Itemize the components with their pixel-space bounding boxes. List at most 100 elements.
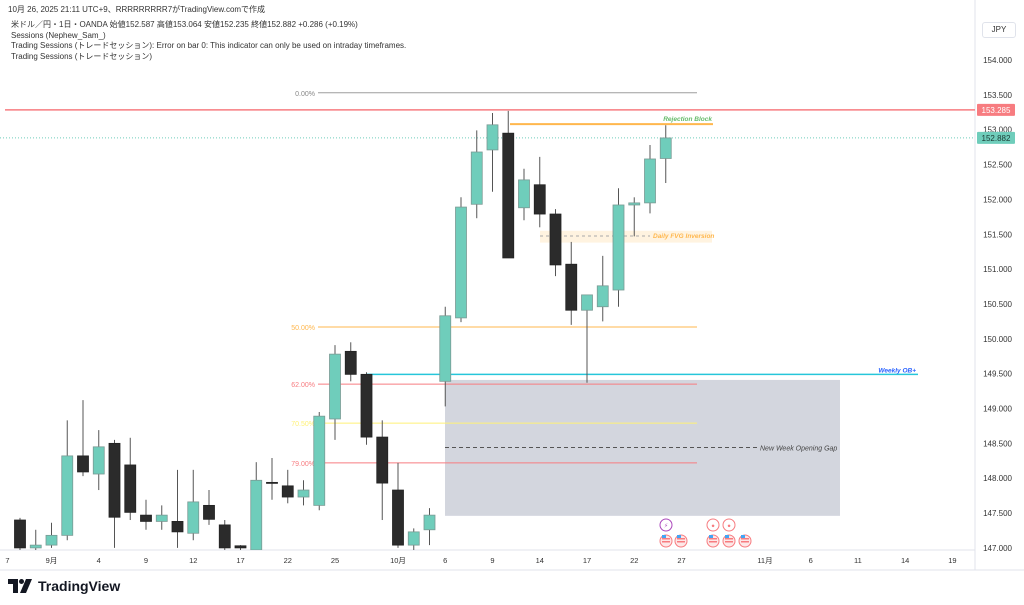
nwog-label: New Week Opening Gap <box>760 446 837 453</box>
candle-up[interactable] <box>45 534 58 546</box>
indicator-trading-sessions[interactable]: Trading Sessions (トレードセッション) <box>11 51 153 61</box>
time-tick-label: 14 <box>901 556 909 565</box>
candle-up[interactable] <box>628 202 641 206</box>
price-tick-label: 147.000 <box>983 544 1012 553</box>
candle-up[interactable] <box>455 206 467 319</box>
candles <box>14 110 672 550</box>
chart-legend: 米ドル／円・1日・OANDA 始値152.587 高値153.064 安値152… <box>11 20 406 62</box>
candle-up[interactable] <box>61 455 74 536</box>
time-tick-label: 17 <box>583 556 591 565</box>
us-flag-stripe <box>677 538 685 540</box>
price-tick-label: 151.500 <box>983 230 1012 239</box>
event-dot-icon-glyph: ● <box>727 524 731 530</box>
candle-down[interactable] <box>218 524 231 549</box>
candle-up[interactable] <box>581 294 593 311</box>
event-dot-icon[interactable] <box>706 518 720 532</box>
candle-up[interactable] <box>250 479 263 550</box>
rejection-block-label: Rejection Block <box>663 116 712 123</box>
last-price-label: 152.882 <box>982 134 1011 143</box>
candle-down[interactable] <box>14 519 26 549</box>
us-flag-stripe <box>709 541 717 543</box>
fib-level-label: 50.00% <box>291 325 315 332</box>
time-tick-label: 7 <box>5 556 9 565</box>
candle-up[interactable] <box>187 501 200 534</box>
candle-down[interactable] <box>77 455 89 473</box>
us-flag-stripe <box>662 538 670 540</box>
fib-level-label: 79.00% <box>291 461 315 468</box>
last-price-tag <box>977 131 1015 144</box>
time-tick-label: 9月 <box>46 556 58 565</box>
us-flag-stripe <box>677 541 685 543</box>
candle-down[interactable] <box>344 350 357 375</box>
candle-up[interactable] <box>423 514 436 531</box>
candle-up[interactable] <box>486 124 499 151</box>
time-tick-label: 6 <box>809 556 813 565</box>
price-tick-label: 152.500 <box>983 161 1012 170</box>
candle-down[interactable] <box>549 213 562 266</box>
candle-up[interactable] <box>92 446 105 475</box>
red-level-price-tag <box>977 103 1015 116</box>
candle-down[interactable] <box>565 263 578 311</box>
candle-down[interactable] <box>533 184 546 215</box>
candle-down[interactable] <box>124 464 137 513</box>
candle-up[interactable] <box>596 285 609 308</box>
candle-up[interactable] <box>313 415 326 506</box>
candle-down[interactable] <box>140 514 152 522</box>
indicator-sessions[interactable]: Sessions (Nephew_Sam_) <box>11 30 106 40</box>
candle-up[interactable] <box>612 204 625 291</box>
candle-up[interactable] <box>439 315 452 382</box>
price-tick-label: 149.500 <box>983 370 1012 379</box>
candle-up[interactable] <box>155 514 168 522</box>
candle-up[interactable] <box>329 353 341 420</box>
fib-level-label: 70.50% <box>291 421 315 428</box>
candle-up[interactable] <box>470 151 483 205</box>
candle-down[interactable] <box>502 132 515 259</box>
candle-down[interactable] <box>376 436 389 484</box>
indicator-trading-sessions-error[interactable]: Trading Sessions (トレードセッション): Error on b… <box>11 41 407 50</box>
candle-down[interactable] <box>108 442 121 518</box>
us-flag-stripe <box>662 541 670 543</box>
symbol-ohlc-line[interactable]: 米ドル／円・1日・OANDA 始値152.587 高値153.064 安値152… <box>11 20 358 29</box>
time-tick-label: 9 <box>490 556 494 565</box>
candle-down[interactable] <box>360 373 373 438</box>
candle-down[interactable] <box>171 521 184 533</box>
price-tick-label: 148.000 <box>983 474 1012 483</box>
price-tick-label: 150.500 <box>983 300 1012 309</box>
event-dot-icon[interactable] <box>722 518 736 532</box>
candle-down[interactable] <box>392 489 404 546</box>
price-tick-label: 149.000 <box>983 405 1012 414</box>
us-flag-canton <box>741 535 745 538</box>
candle-up[interactable] <box>297 489 310 498</box>
chart-caption: 10月 26, 2025 21:11 UTC+9、RRRRRRRRR7がTrad… <box>8 5 266 14</box>
tradingview-logo-icon <box>8 579 32 593</box>
time-tick-label: 22 <box>630 556 638 565</box>
event-dot-icon-glyph: ● <box>711 524 715 530</box>
candle-down[interactable] <box>266 481 278 484</box>
currency-button[interactable]: JPY <box>982 22 1016 38</box>
candle-up[interactable] <box>407 531 420 546</box>
candle-up[interactable] <box>518 179 530 209</box>
time-tick-label: 25 <box>331 556 339 565</box>
candle-up[interactable] <box>644 158 656 204</box>
red-level-price-label: 153.285 <box>982 106 1011 115</box>
candle-down[interactable] <box>203 504 215 520</box>
candle-down[interactable] <box>281 485 294 498</box>
time-tick-label: 10月 <box>390 556 406 565</box>
candle-up[interactable] <box>659 137 672 159</box>
us-flag-stripe <box>725 538 733 540</box>
us-flag-canton <box>725 535 729 538</box>
us-flag-stripe <box>725 541 733 543</box>
price-tick-label: 148.500 <box>983 439 1012 448</box>
us-flag-stripe <box>741 538 749 540</box>
us-flag-canton <box>677 535 681 538</box>
economic-event-lightning-icon[interactable] <box>659 518 673 532</box>
candle-down[interactable] <box>234 545 247 549</box>
time-tick-label: 11月 <box>757 556 772 565</box>
time-tick-label: 12 <box>189 556 197 565</box>
tradingview-logo[interactable]: TradingView <box>8 578 120 594</box>
price-tick-label: 147.500 <box>983 509 1012 518</box>
candle-up[interactable] <box>29 544 42 549</box>
time-tick-label: 11 <box>854 556 862 565</box>
weekly-ob-label: Weekly OB+ <box>878 367 916 374</box>
